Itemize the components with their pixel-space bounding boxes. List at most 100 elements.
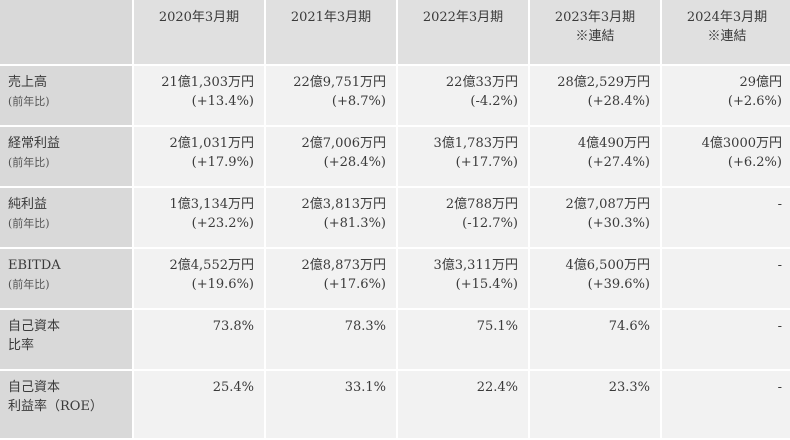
cell-value: 78.3% <box>344 319 386 334</box>
cell-change: (+6.2%) <box>727 155 782 170</box>
data-cell: 73.8% <box>134 310 264 369</box>
data-cell: 22.4% <box>398 371 528 438</box>
row-label: 売上高 <box>8 75 48 90</box>
row-label: 純利益 <box>8 197 48 212</box>
data-cell: - <box>662 310 790 369</box>
row-sublabel: (前年比) <box>8 156 50 169</box>
header-row: 2020年3月期 2021年3月期 2022年3月期 2023年3月期 ※連結 … <box>0 0 790 64</box>
row-header: 純利益 (前年比) <box>0 188 132 247</box>
data-cell: 74.6% <box>530 310 660 369</box>
column-header-fy2023: 2023年3月期 ※連結 <box>530 0 660 64</box>
data-cell: 25.4% <box>134 371 264 438</box>
cell-value: 74.6% <box>608 319 650 334</box>
data-cell: 2億4,552万円 (+19.6%) <box>134 249 264 308</box>
data-cell: - <box>662 371 790 438</box>
cell-value: 2億7,006万円 <box>301 136 387 151</box>
cell-value: 23.3% <box>608 380 650 395</box>
row-label: 経常利益 <box>8 136 61 151</box>
column-header-note: ※連結 <box>575 29 615 44</box>
row-label: EBITDA <box>8 258 61 273</box>
data-cell: 4億3000万円 (+6.2%) <box>662 127 790 186</box>
cell-value: 4億6,500万円 <box>565 258 651 273</box>
row-revenue: 売上高 (前年比) 21億1,303万円 (+13.4%) 22億9,751万円 (… <box>0 66 790 125</box>
cell-value: - <box>777 197 782 212</box>
row-ordinary-profit: 経常利益 (前年比) 2億1,031万円 (+17.9%) 2億7,006万円 (+… <box>0 127 790 186</box>
data-cell: 1億3,134万円 (+23.2%) <box>134 188 264 247</box>
column-header-label: 2023年3月期 <box>554 10 636 25</box>
data-cell: - <box>662 188 790 247</box>
data-cell: - <box>662 249 790 308</box>
cell-value: 22億9,751万円 <box>293 75 386 90</box>
cell-change: (+17.6%) <box>323 277 386 292</box>
cell-value: 2億3,813万円 <box>301 197 387 212</box>
data-cell: 22億33万円 (-4.2%) <box>398 66 528 125</box>
row-header: 自己資本 比率 <box>0 310 132 369</box>
cell-change: (+28.4%) <box>587 94 650 109</box>
column-header-note: ※連結 <box>707 29 747 44</box>
row-roe: 自己資本 利益率（ROE） 25.4% 33.1% 22.4% 23.3% - <box>0 371 790 438</box>
cell-value: - <box>777 258 782 273</box>
data-cell: 2億8,873万円 (+17.6%) <box>266 249 396 308</box>
row-sublabel: (前年比) <box>8 217 50 230</box>
column-header-fy2024: 2024年3月期 ※連結 <box>662 0 790 64</box>
cell-value: - <box>777 319 782 334</box>
row-ebitda: EBITDA (前年比) 2億4,552万円 (+19.6%) 2億8,873万円… <box>0 249 790 308</box>
row-label-line2: 利益率（ROE） <box>8 399 103 414</box>
row-header: 自己資本 利益率（ROE） <box>0 371 132 438</box>
cell-value: 4億3000万円 <box>701 136 782 151</box>
row-label: 自己資本 <box>8 380 61 395</box>
data-cell: 4億6,500万円 (+39.6%) <box>530 249 660 308</box>
cell-value: 2億1,031万円 <box>169 136 255 151</box>
data-cell: 78.3% <box>266 310 396 369</box>
cell-value: - <box>777 380 782 395</box>
row-header: EBITDA (前年比) <box>0 249 132 308</box>
row-label-line2: 比率 <box>8 338 35 353</box>
cell-value: 2億8,873万円 <box>301 258 387 273</box>
data-cell: 33.1% <box>266 371 396 438</box>
cell-change: (+28.4%) <box>323 155 386 170</box>
cell-change: (-4.2%) <box>470 94 518 109</box>
data-cell: 2億788万円 (-12.7%) <box>398 188 528 247</box>
cell-value: 2億7,087万円 <box>565 197 651 212</box>
row-header: 経常利益 (前年比) <box>0 127 132 186</box>
row-sublabel: (前年比) <box>8 95 50 108</box>
column-header-label: 2021年3月期 <box>290 10 372 25</box>
cell-change: (+27.4%) <box>587 155 650 170</box>
row-net-income: 純利益 (前年比) 1億3,134万円 (+23.2%) 2億3,813万円 (+8… <box>0 188 790 247</box>
data-cell: 3億1,783万円 (+17.7%) <box>398 127 528 186</box>
cell-change: (+30.3%) <box>587 216 650 231</box>
cell-value: 22.4% <box>476 380 518 395</box>
data-cell: 28億2,529万円 (+28.4%) <box>530 66 660 125</box>
cell-value: 1億3,134万円 <box>169 197 255 212</box>
cell-value: 25.4% <box>212 380 254 395</box>
cell-value: 33.1% <box>344 380 386 395</box>
cell-value: 4億490万円 <box>577 136 650 151</box>
row-sublabel: (前年比) <box>8 278 50 291</box>
cell-value: 3億1,783万円 <box>433 136 519 151</box>
column-header-fy2022: 2022年3月期 <box>398 0 528 64</box>
cell-value: 75.1% <box>476 319 518 334</box>
row-header: 売上高 (前年比) <box>0 66 132 125</box>
cell-change: (+81.3%) <box>323 216 386 231</box>
cell-value: 21億1,303万円 <box>161 75 254 90</box>
data-cell: 3億3,311万円 (+15.4%) <box>398 249 528 308</box>
column-header-label: 2022年3月期 <box>422 10 504 25</box>
cell-change: (+8.7%) <box>331 94 386 109</box>
cell-change: (+39.6%) <box>587 277 650 292</box>
cell-change: (+13.4%) <box>191 94 254 109</box>
data-cell: 4億490万円 (+27.4%) <box>530 127 660 186</box>
cell-value: 22億33万円 <box>445 75 518 90</box>
data-cell: 22億9,751万円 (+8.7%) <box>266 66 396 125</box>
column-header-label: 2024年3月期 <box>686 10 768 25</box>
cell-value: 3億3,311万円 <box>433 258 519 273</box>
column-header-fy2020: 2020年3月期 <box>134 0 264 64</box>
cell-value: 28億2,529万円 <box>557 75 650 90</box>
data-cell: 2億3,813万円 (+81.3%) <box>266 188 396 247</box>
row-equity-ratio: 自己資本 比率 73.8% 78.3% 75.1% 74.6% - <box>0 310 790 369</box>
data-cell: 2億1,031万円 (+17.9%) <box>134 127 264 186</box>
cell-change: (+15.4%) <box>455 277 518 292</box>
data-cell: 2億7,087万円 (+30.3%) <box>530 188 660 247</box>
cell-value: 73.8% <box>212 319 254 334</box>
column-header-fy2021: 2021年3月期 <box>266 0 396 64</box>
